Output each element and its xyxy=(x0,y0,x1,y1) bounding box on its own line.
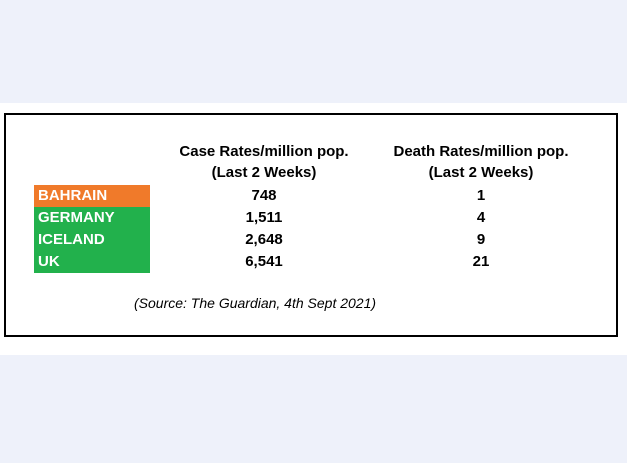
source-note: (Source: The Guardian, 4th Sept 2021) xyxy=(134,295,377,311)
country-label: UK xyxy=(34,251,150,273)
case-rates-header-period: (Last 2 Weeks) xyxy=(211,164,317,181)
case-rate-value: 2,648 xyxy=(245,231,283,248)
death-rate-value: 1 xyxy=(476,187,486,204)
country-label: BAHRAIN xyxy=(34,185,150,207)
death-rates-header: Death Rates/million pop. xyxy=(393,143,569,160)
case-rate-value: 748 xyxy=(251,187,277,204)
death-rate-value: 4 xyxy=(476,209,486,226)
death-rate-value: 21 xyxy=(472,253,490,270)
death-rate-value: 9 xyxy=(476,231,486,248)
case-rates-header: Case Rates/million pop. xyxy=(179,143,349,160)
case-rate-value: 6,541 xyxy=(245,253,283,270)
death-rates-header-period: (Last 2 Weeks) xyxy=(428,164,534,181)
country-label: ICELAND xyxy=(34,229,150,251)
case-rate-value: 1,511 xyxy=(245,209,283,226)
country-label: GERMANY xyxy=(34,207,150,229)
